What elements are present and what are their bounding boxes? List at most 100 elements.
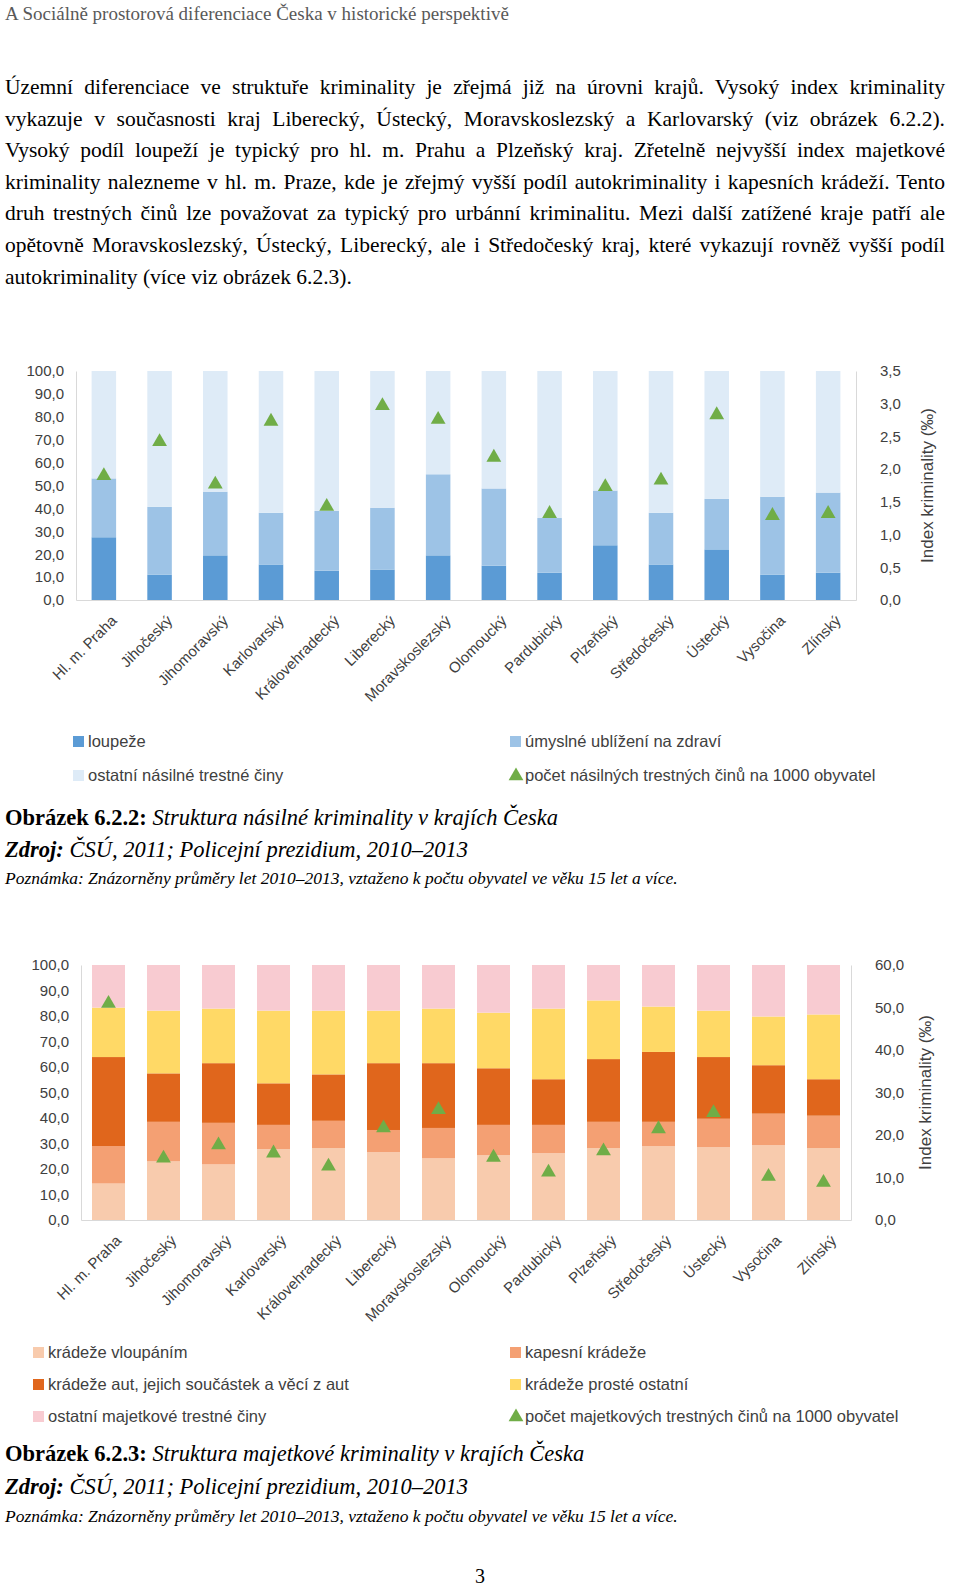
bar-segment	[697, 1147, 730, 1220]
tick-label: 0,0	[48, 1211, 69, 1228]
legend-swatch	[73, 770, 84, 781]
bar-segment	[422, 1158, 455, 1220]
bar-segment	[147, 371, 172, 507]
legend-item: krádeže vloupáním	[33, 1343, 187, 1361]
axis: 0,010,020,030,040,050,060,070,080,090,01…	[31, 956, 81, 1228]
tick-label: 60,0	[35, 454, 64, 471]
bar-segment	[593, 491, 618, 546]
source: Zdroj: ČSÚ, 2011; Policejní prezidium, 2…	[5, 1474, 468, 1500]
tick: Plzeňský	[567, 600, 622, 666]
tick: Jihomoravský	[157, 1220, 234, 1309]
marker	[486, 1149, 501, 1162]
bar-segment	[422, 1009, 455, 1064]
marker	[376, 1120, 391, 1133]
bar-segment	[147, 507, 172, 575]
bar-segment	[202, 1009, 235, 1064]
bar-segment	[203, 555, 228, 600]
marker	[208, 476, 223, 489]
caption: Obrázek 6.2.3: Struktura majetkové krimi…	[5, 1441, 584, 1467]
tick-label: Plzeňský	[567, 611, 622, 666]
tick: 0,0	[48, 1211, 81, 1228]
tick-label: 50,0	[40, 1084, 69, 1101]
bar-segment	[202, 1123, 235, 1165]
tick: 10,0	[40, 1186, 81, 1203]
legend-item: krádeže prosté ostatní	[510, 1375, 689, 1393]
tick: Jihočeský	[121, 1220, 180, 1290]
bar-segment	[312, 1121, 345, 1148]
axis-line	[851, 966, 852, 1221]
legend-swatch	[33, 1347, 44, 1358]
bar-segment	[147, 575, 172, 600]
bar-segment	[202, 1063, 235, 1123]
tick: Jihomoravský	[154, 600, 231, 689]
marker	[542, 505, 557, 518]
bar-segment	[203, 492, 228, 556]
tick: Plzeňský	[565, 1220, 620, 1286]
tick-label: Ústecký	[680, 1231, 730, 1281]
tick-label: 30,0	[40, 1135, 69, 1152]
tick-label: Zlínský	[794, 1231, 840, 1277]
bar-segment	[752, 1065, 785, 1113]
bar-segment	[92, 1184, 125, 1220]
tick: 80,0	[35, 408, 76, 425]
legend: krádeže vloupánímkapesní krádežekrádeže …	[33, 1343, 898, 1425]
caption-title: Struktura násilné kriminality v krajích …	[152, 805, 558, 830]
legend-swatch	[33, 1379, 44, 1390]
tick: Pardubický	[501, 600, 566, 676]
marker	[654, 472, 669, 485]
bar-segment	[807, 1148, 840, 1220]
tick-label: 2,0	[880, 460, 901, 477]
bar-segment	[704, 371, 729, 499]
tick: 60,0	[35, 454, 76, 471]
axis: 0,00,51,01,52,02,53,03,5	[856, 362, 901, 608]
marker	[101, 995, 116, 1008]
tick-label: Pardubický	[500, 1231, 565, 1296]
bar-segment	[532, 1125, 565, 1153]
bar-segment	[537, 518, 562, 573]
bar-segment	[257, 1149, 290, 1220]
bar-segment	[147, 1073, 180, 1121]
tick: Liberecký	[341, 600, 399, 669]
legend-label: loupeže	[88, 732, 146, 750]
tick: 80,0	[40, 1007, 81, 1024]
bar-segment	[370, 570, 395, 600]
bar-segment	[202, 1164, 235, 1220]
source-label: Zdroj:	[5, 1474, 64, 1499]
tick-label: 80,0	[40, 1007, 69, 1024]
tick: 40,0	[35, 500, 76, 517]
bar-segment	[807, 965, 840, 1014]
bar-segment	[367, 1130, 400, 1152]
tick-label: 10,0	[35, 568, 64, 585]
marker	[596, 1142, 611, 1155]
bar-segment	[92, 965, 125, 1008]
page-number: 3	[0, 1565, 960, 1588]
bar-segment	[587, 1059, 620, 1122]
tick: 40,0	[851, 1041, 904, 1058]
tick: Moravskoslezský	[362, 1220, 455, 1325]
tick: Středočeský	[606, 600, 677, 682]
marker	[321, 1158, 336, 1171]
bar-segment	[257, 1083, 290, 1125]
tick-label: 70,0	[40, 1033, 69, 1050]
bar-segment	[312, 1011, 345, 1075]
source-text: ČSÚ, 2011; Policejní prezidium, 2010–201…	[69, 1474, 468, 1499]
caption-title: Struktura majetkové kriminality v krajíc…	[152, 1441, 584, 1466]
tick-label: Vysočina	[730, 1231, 785, 1286]
bar-segment	[312, 1148, 345, 1220]
marker	[375, 397, 390, 410]
marker	[765, 507, 780, 520]
marker	[821, 505, 836, 518]
tick: 2,5	[856, 428, 901, 445]
legend-item: počet násilných trestných činů na 1000 o…	[509, 766, 876, 784]
bar-segment	[482, 488, 507, 565]
bar-segment	[816, 371, 841, 493]
legend: loupežeúmyslné ublížení na zdravíostatní…	[73, 732, 875, 784]
tick: 0,5	[856, 559, 901, 576]
bar-segment	[697, 1057, 730, 1119]
tick-label: 100,0	[26, 362, 64, 379]
marker	[761, 1168, 776, 1181]
bar-segment	[807, 1014, 840, 1079]
axis-title: Index kriminality (‰)	[918, 408, 937, 563]
tick: Hl. m. Praha	[53, 1220, 124, 1303]
tick: 20,0	[40, 1160, 81, 1177]
